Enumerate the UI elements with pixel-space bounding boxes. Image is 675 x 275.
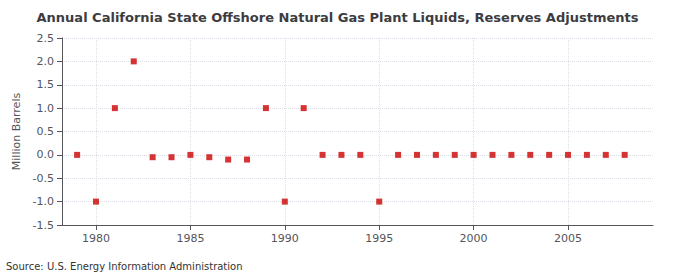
svg-text:-1.5: -1.5 <box>33 219 54 232</box>
svg-text:2.5: 2.5 <box>37 32 55 45</box>
svg-text:0.5: 0.5 <box>37 125 55 138</box>
svg-text:Million Barrels: Million Barrels <box>10 93 23 171</box>
svg-text:-0.5: -0.5 <box>33 172 54 185</box>
svg-text:1985: 1985 <box>176 232 204 245</box>
svg-text:1980: 1980 <box>82 232 110 245</box>
svg-text:Annual California State Offsho: Annual California State Offshore Natural… <box>37 10 639 25</box>
svg-text:0.0: 0.0 <box>37 148 55 161</box>
svg-text:1.0: 1.0 <box>37 102 55 115</box>
svg-text:1990: 1990 <box>271 232 299 245</box>
svg-text:2.0: 2.0 <box>37 55 55 68</box>
svg-text:1.5: 1.5 <box>37 78 55 91</box>
svg-text:2005: 2005 <box>554 232 582 245</box>
svg-text:Source: U.S. Energy Informatio: Source: U.S. Energy Information Administ… <box>6 261 243 272</box>
svg-text:2000: 2000 <box>460 232 488 245</box>
svg-text:-1.0: -1.0 <box>33 195 54 208</box>
svg-text:1995: 1995 <box>365 232 393 245</box>
